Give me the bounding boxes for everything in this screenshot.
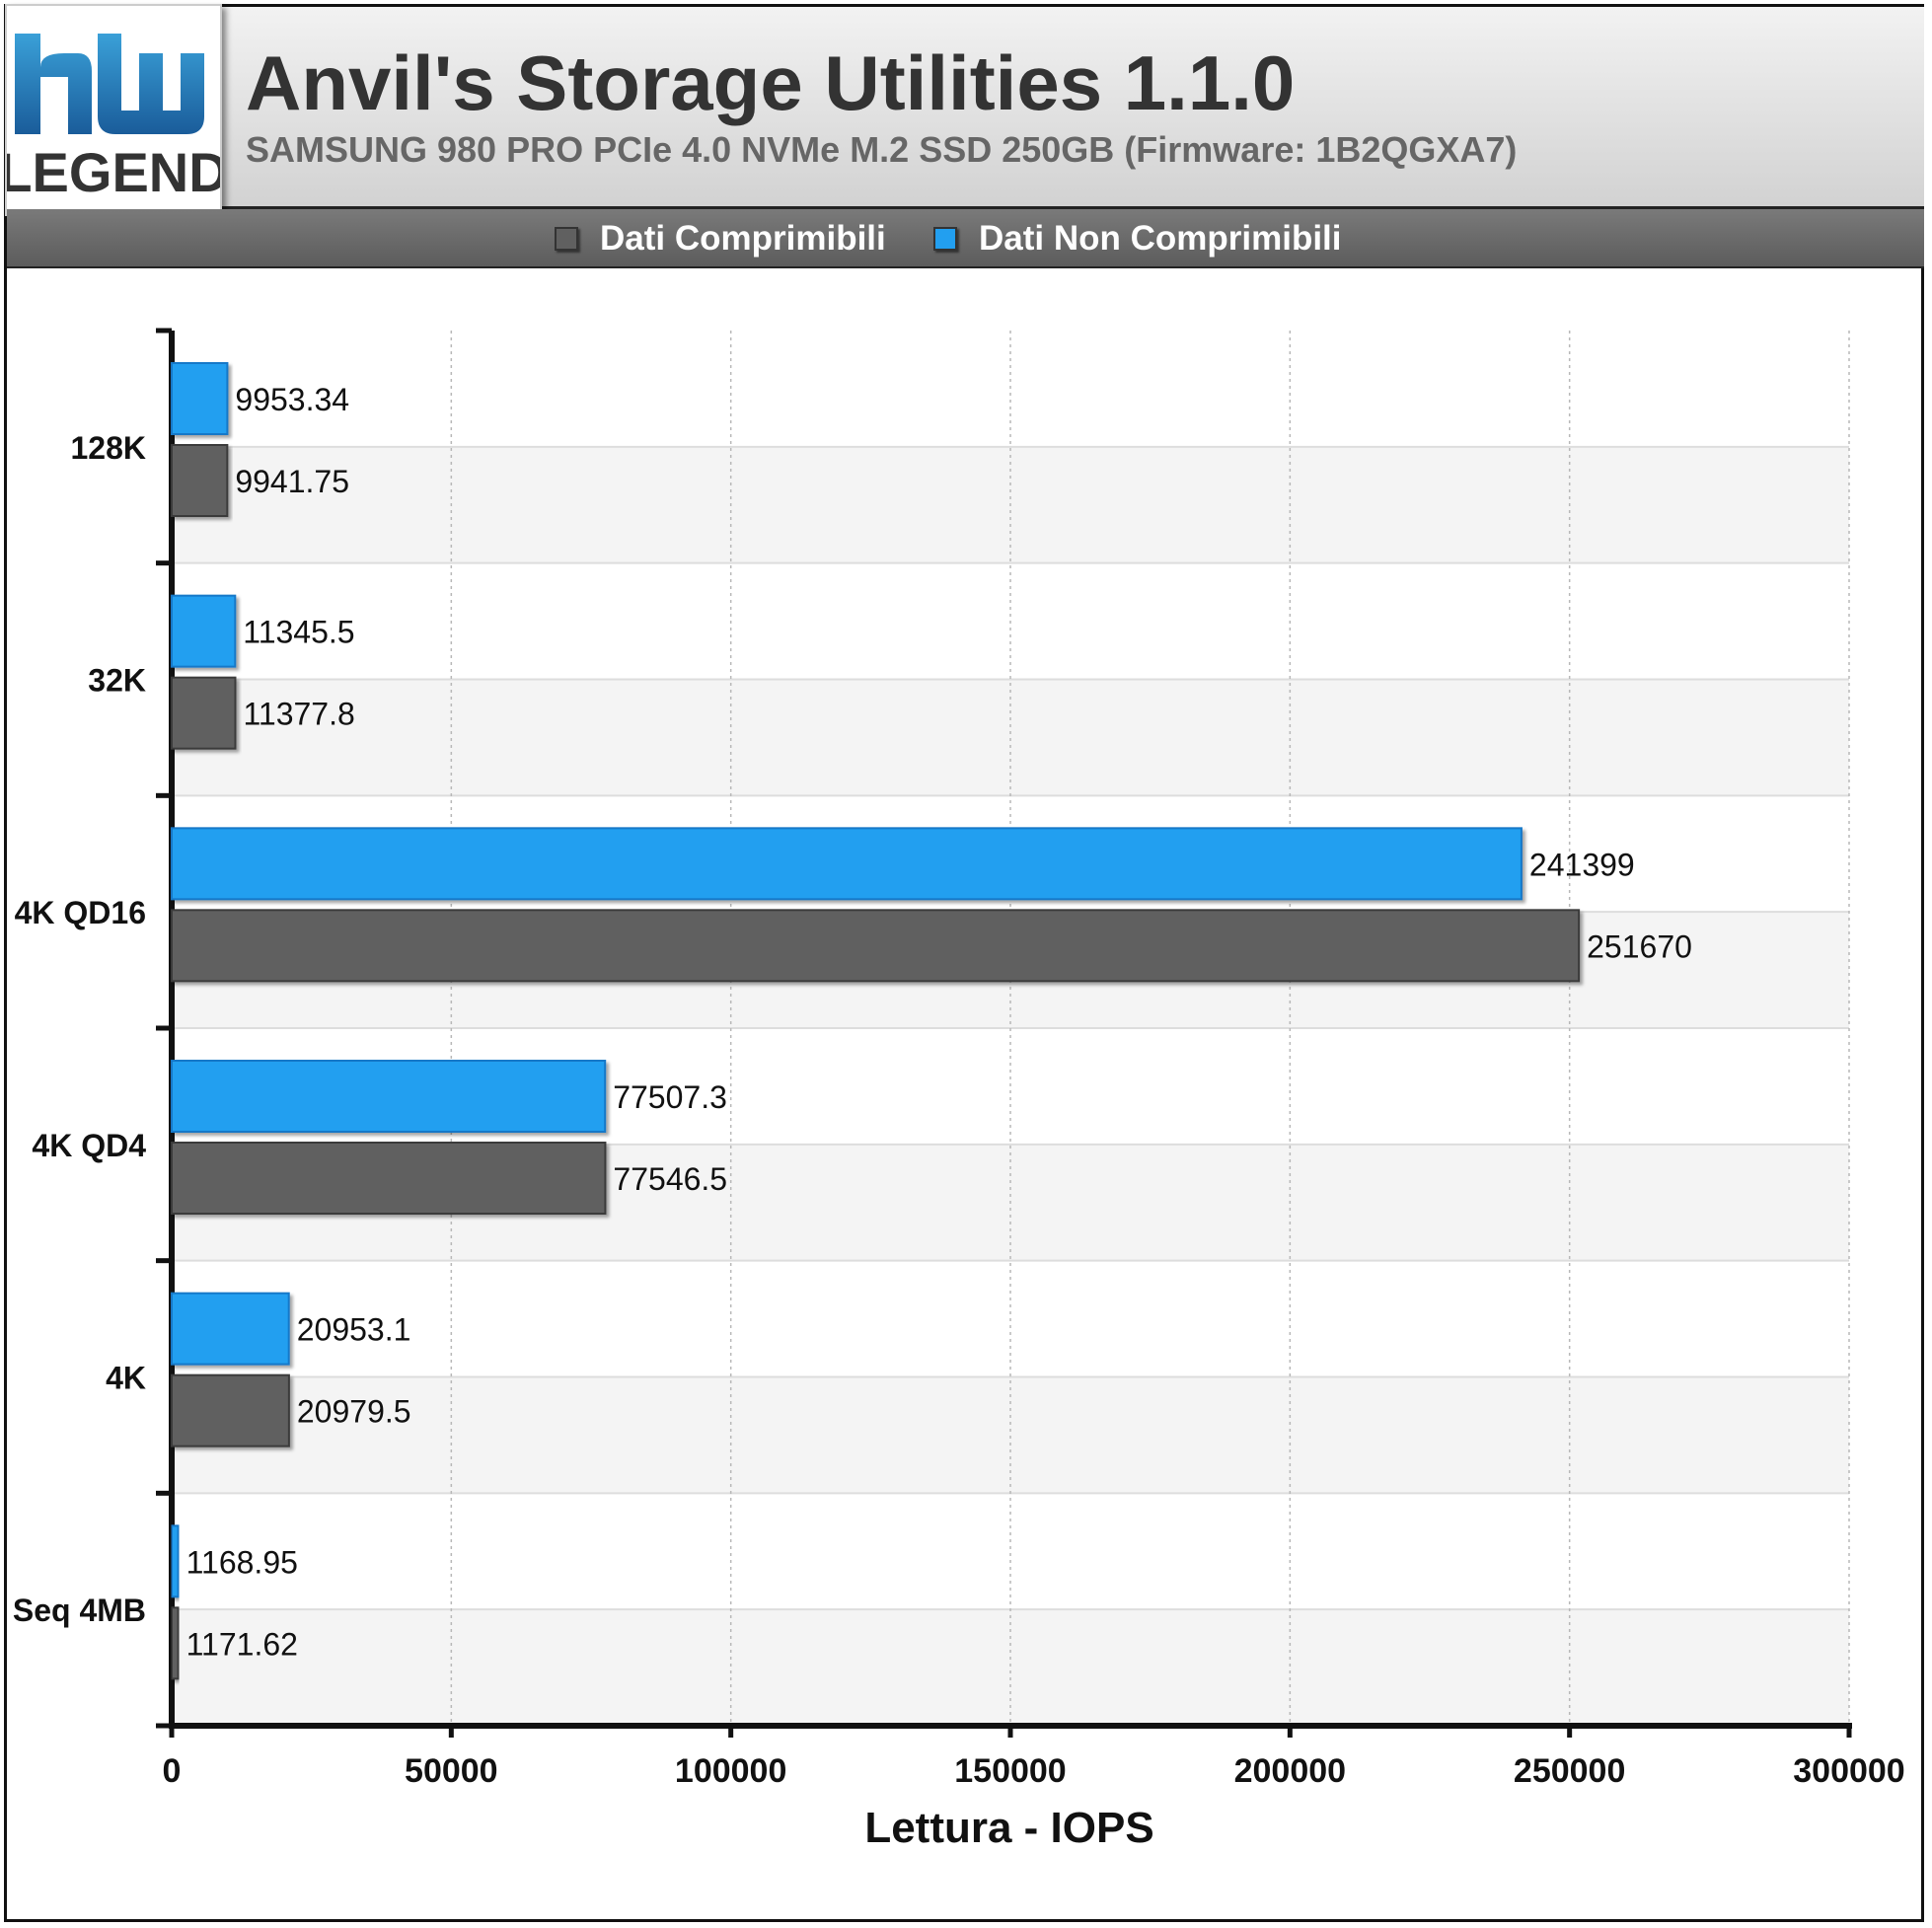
legend-bar: Dati Comprimibili Dati Non Comprimibili <box>7 209 1924 268</box>
bar-value-label: 11377.8 <box>243 697 354 732</box>
bar <box>171 1292 290 1366</box>
bar-value-label: 241399 <box>1529 847 1635 882</box>
y-category-label: 4K <box>106 1361 146 1396</box>
bar-value-label: 1171.62 <box>186 1626 298 1662</box>
legend-swatch-incompressible <box>933 227 957 251</box>
y-category-label: 128K <box>71 430 147 466</box>
bar <box>171 1524 180 1598</box>
x-axis-title: Lettura - IOPS <box>864 1804 1153 1852</box>
bar <box>171 594 237 668</box>
bar-value-label: 251670 <box>1587 928 1692 964</box>
logo-text: LEGEND <box>7 141 220 203</box>
bar-value-label: 20979.5 <box>297 1394 411 1430</box>
bar <box>171 1606 180 1680</box>
bar <box>171 362 229 435</box>
row-band <box>172 1609 1849 1726</box>
bar-value-label: 77507.3 <box>613 1079 727 1115</box>
legend-item-compressible: Dati Comprimibili <box>555 219 886 258</box>
x-tick-label: 150000 <box>954 1752 1066 1790</box>
y-category-label: 4K QD4 <box>32 1128 146 1163</box>
bar <box>171 1142 607 1215</box>
y-category-label: Seq 4MB <box>13 1593 146 1628</box>
bar <box>171 444 229 517</box>
chart-header: Anvil's Storage Utilities 1.1.0 SAMSUNG … <box>7 7 1924 209</box>
bar <box>171 1373 290 1447</box>
bar-value-label: 77546.5 <box>613 1161 727 1197</box>
x-tick-label: 200000 <box>1234 1752 1346 1790</box>
legend-label-incompressible: Dati Non Comprimibili <box>979 219 1342 258</box>
bar-value-label: 9941.75 <box>235 464 349 499</box>
x-tick-label: 250000 <box>1514 1752 1625 1790</box>
bar-value-label: 20953.1 <box>297 1312 411 1348</box>
bar <box>171 1060 607 1133</box>
x-tick-label: 50000 <box>405 1752 498 1790</box>
bar-value-label: 9953.34 <box>235 382 349 417</box>
bar-value-label: 1168.95 <box>186 1544 298 1580</box>
y-category-label: 32K <box>88 663 146 699</box>
bar <box>171 909 1581 983</box>
legend-swatch-compressible <box>555 227 578 251</box>
chart-title: Anvil's Storage Utilities 1.1.0 <box>246 39 1296 126</box>
x-tick-label: 100000 <box>675 1752 786 1790</box>
bar <box>171 827 1523 901</box>
legend-item-incompressible: Dati Non Comprimibili <box>933 219 1342 258</box>
bar-value-label: 11345.5 <box>243 615 354 650</box>
bar <box>171 676 237 750</box>
x-tick-label: 300000 <box>1793 1752 1904 1790</box>
y-category-label: 4K QD16 <box>15 895 146 930</box>
chart-subtitle: SAMSUNG 980 PRO PCIe 4.0 NVMe M.2 SSD 25… <box>246 129 1518 170</box>
x-tick-label: 0 <box>163 1752 182 1790</box>
legend-label-compressible: Dati Comprimibili <box>600 219 886 258</box>
